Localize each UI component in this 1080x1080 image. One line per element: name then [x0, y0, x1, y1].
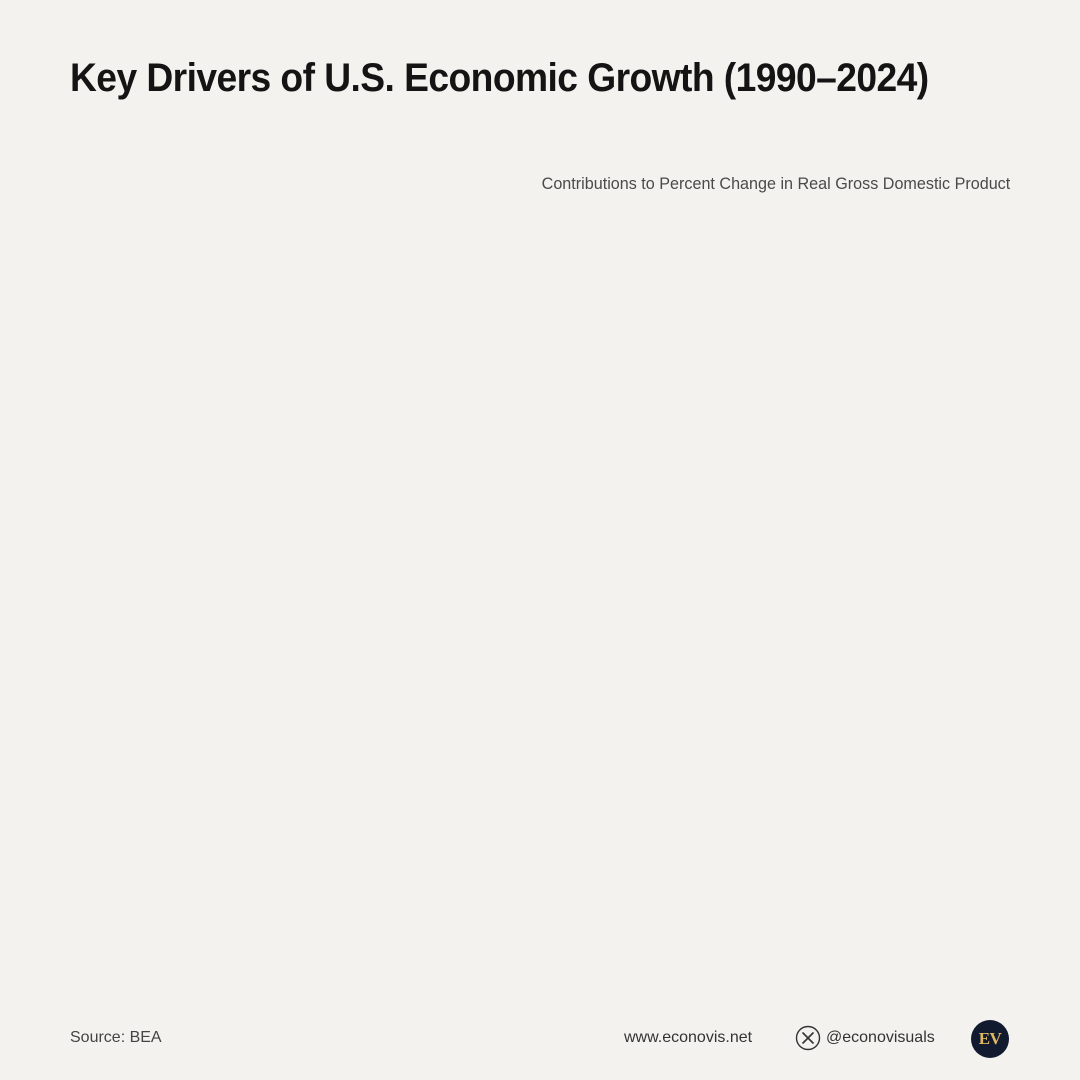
brand-logo: EV	[971, 1020, 1009, 1058]
source-note: Source: BEA	[70, 1029, 162, 1046]
page-title: Key Drivers of U.S. Economic Growth (199…	[70, 56, 929, 100]
x-logo-icon	[795, 1025, 821, 1051]
website-label[interactable]: www.econovis.net	[624, 1029, 753, 1046]
social-handle[interactable]: @econovisuals	[826, 1029, 935, 1046]
chart-subtitle: Contributions to Percent Change in Real …	[541, 174, 1010, 193]
